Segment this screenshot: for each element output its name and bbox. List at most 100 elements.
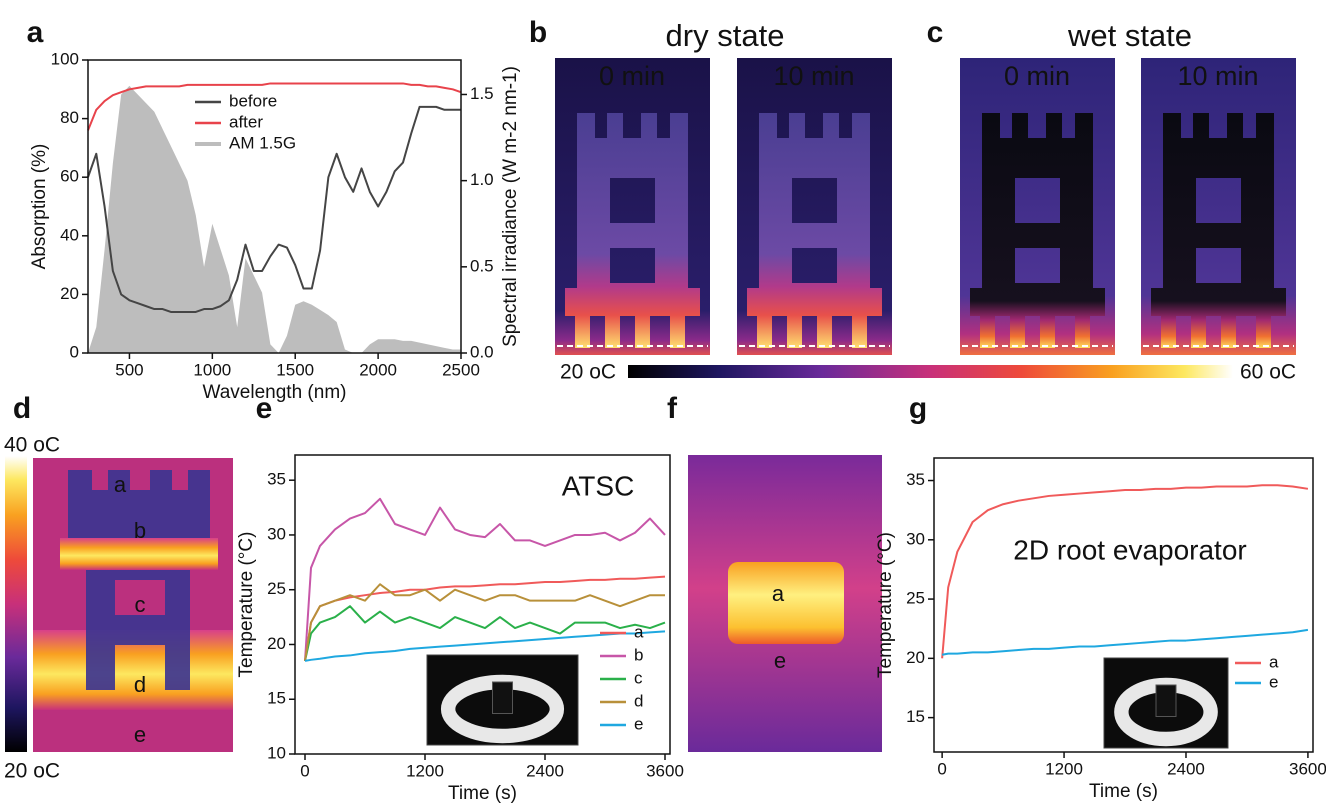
y-tick-label: 25: [267, 579, 286, 598]
y-tick-label: 30: [267, 524, 286, 543]
y-tick-label: 60: [60, 167, 79, 186]
frame-label: 10 min: [773, 61, 854, 91]
thermal-frame: 0 min: [960, 58, 1115, 355]
line: [87, 82, 462, 131]
hot-band: [60, 538, 218, 570]
castle-thermal: [970, 113, 1105, 348]
thermal-frame: 10 min: [1141, 58, 1296, 355]
y-axis-label: Temperature (°C): [875, 532, 896, 678]
line: [941, 628, 1309, 656]
region-label: c: [135, 592, 146, 617]
frame-label: 0 min: [1004, 61, 1070, 91]
x-tick-label: 1500: [276, 360, 314, 379]
panel-label: c: [927, 16, 944, 49]
legend-label: e: [1269, 672, 1278, 691]
y-tick-label: 35: [906, 470, 925, 489]
y-tick-label: 80: [60, 108, 79, 127]
x-tick-label: 2000: [359, 360, 397, 379]
legend-label: e: [634, 714, 643, 733]
panel-label: b: [529, 16, 547, 49]
region-label: a: [772, 581, 785, 606]
x-axis-label: Wavelength (nm): [203, 382, 347, 403]
x-axis-label: Time (s): [448, 783, 517, 804]
y2-tick-label: 1.5: [470, 84, 494, 103]
y-tick-label: 35: [267, 470, 286, 489]
plot-frame: [933, 457, 1314, 753]
y-tick-label: 20: [267, 634, 286, 653]
x-tick-label: 0: [300, 761, 309, 780]
sample: [1155, 684, 1177, 717]
region-label: a: [114, 472, 127, 497]
y-tick-label: 0: [70, 342, 79, 361]
y2-tick-label: 0.5: [470, 256, 494, 275]
y-tick-label: 10: [267, 743, 286, 762]
legend-label: c: [634, 668, 643, 687]
legend-label: before: [229, 91, 277, 110]
y-tick-label: 15: [267, 689, 286, 708]
x-tick-label: 1200: [406, 761, 444, 780]
x-tick-label: 2400: [1167, 759, 1205, 778]
colorbar-min: 20 oC: [4, 760, 60, 783]
legend-label: after: [229, 112, 263, 131]
y-tick-label: 25: [906, 589, 925, 608]
legend-label: d: [634, 691, 643, 710]
y-axis-label: Temperature (°C): [236, 532, 257, 678]
line: [87, 105, 461, 313]
region-label: e: [134, 722, 146, 747]
plot-frame: [87, 59, 462, 354]
region-label: d: [134, 672, 146, 697]
y2-tick-label: 1.0: [470, 170, 494, 189]
annotation: ATSC: [562, 470, 635, 501]
castle-window: [115, 580, 165, 615]
line: [304, 497, 666, 661]
panel-label: a: [27, 16, 44, 49]
line: [304, 630, 666, 662]
y2-axis-label: Spectral irradiance (W m-2 nm-1): [500, 66, 521, 347]
x-tick-label: 0: [937, 759, 946, 778]
y2-tick-label: 0.0: [470, 342, 494, 361]
x-tick-label: 3600: [1289, 759, 1326, 778]
legend-label: a: [634, 622, 644, 641]
frame-label: 10 min: [1177, 61, 1258, 91]
region-label: b: [134, 518, 146, 543]
frame-label: 0 min: [599, 61, 665, 91]
panel-label: e: [256, 392, 273, 425]
colorbar-max: 40 oC: [4, 434, 60, 457]
region-label: e: [774, 648, 786, 673]
y-tick-label: 15: [906, 707, 925, 726]
x-tick-label: 2500: [442, 360, 480, 379]
line: [941, 484, 1309, 659]
hot-region: [728, 562, 844, 644]
y-axis-label: Absorption (%): [29, 144, 50, 270]
x-tick-label: 1200: [1045, 759, 1083, 778]
state-title: dry state: [666, 18, 785, 53]
line: [304, 575, 666, 662]
y-tick-label: 100: [51, 49, 79, 68]
state-title: wet state: [1067, 18, 1192, 53]
castle-thermal: [565, 113, 700, 348]
castle-thermal: [1151, 113, 1286, 348]
annotation: 2D root evaporator: [1013, 534, 1246, 565]
colorbar: [628, 365, 1233, 378]
area: [88, 85, 461, 354]
y-tick-label: 20: [60, 284, 79, 303]
y-tick-label: 30: [906, 529, 925, 548]
colorbar-min: 20 oC: [560, 361, 616, 384]
x-tick-label: 2400: [526, 761, 564, 780]
panel-label: d: [13, 392, 31, 425]
line: [304, 605, 666, 662]
thermal-frame: 10 min: [737, 58, 892, 355]
legend-label: AM 1.5G: [229, 133, 296, 152]
panel-label: f: [667, 392, 678, 425]
x-axis-label: Time (s): [1089, 781, 1158, 802]
panel-label: g: [909, 392, 927, 425]
legend-label: a: [1269, 652, 1279, 671]
y-tick-label: 20: [906, 648, 925, 667]
plot-frame: [294, 454, 671, 755]
line: [304, 583, 665, 662]
castle-thermal: [747, 113, 882, 348]
legend-label: b: [634, 645, 643, 664]
thermal-frame: 0 min: [555, 58, 710, 355]
